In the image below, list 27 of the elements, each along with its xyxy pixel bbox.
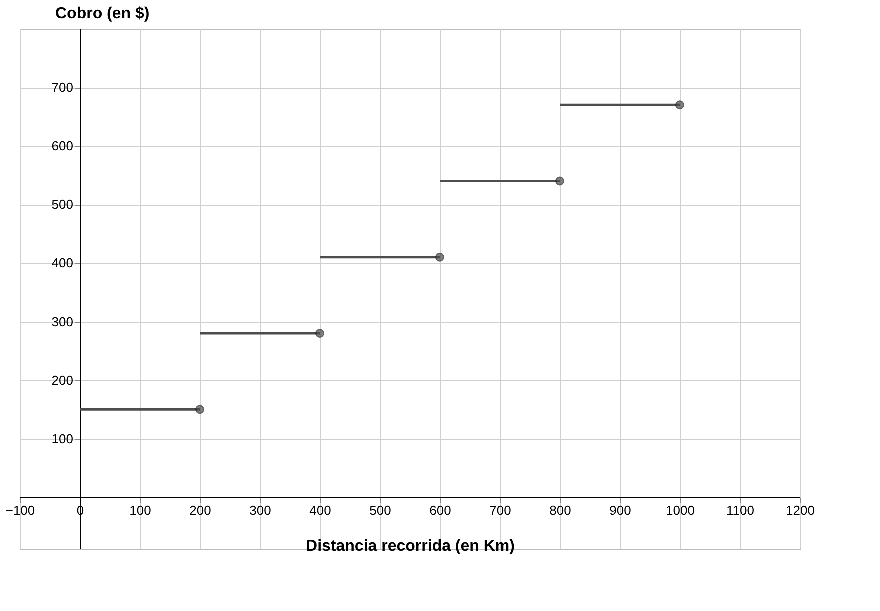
x-tick-label: 400 [310,502,332,518]
x-tick-label: 300 [250,502,272,518]
x-tick-label: 800 [550,502,572,518]
x-tick-label: 1000 [666,502,695,518]
x-tick-label: 100 [130,502,152,518]
x-axis-title: Distancia recorrida (en Km) [306,538,515,555]
x-tick-label: −100 [6,502,36,518]
point [556,176,564,186]
point [676,100,684,110]
point [196,405,204,414]
x-tick-label: 1200 [786,502,815,518]
x-tick-label: 700 [490,502,512,518]
y-tick-label: 500 [52,197,74,212]
y-tick-label: 400 [52,256,74,271]
x-tick-label: 500 [370,502,392,518]
x-tick-label: 900 [610,502,632,518]
y-tick-label: 200 [52,372,74,388]
y-tick-label: 600 [52,138,74,154]
y-tick-label: 700 [52,80,74,96]
point [436,252,444,262]
point [316,329,324,338]
x-tick-label: 1100 [726,502,754,518]
y-tick-label: 300 [52,314,74,330]
x-tick-label: 600 [430,502,452,518]
y-tick-label: 100 [52,431,74,446]
y-axis-title: Cobro (en $) [56,6,150,22]
x-tick-label: 200 [190,502,212,518]
